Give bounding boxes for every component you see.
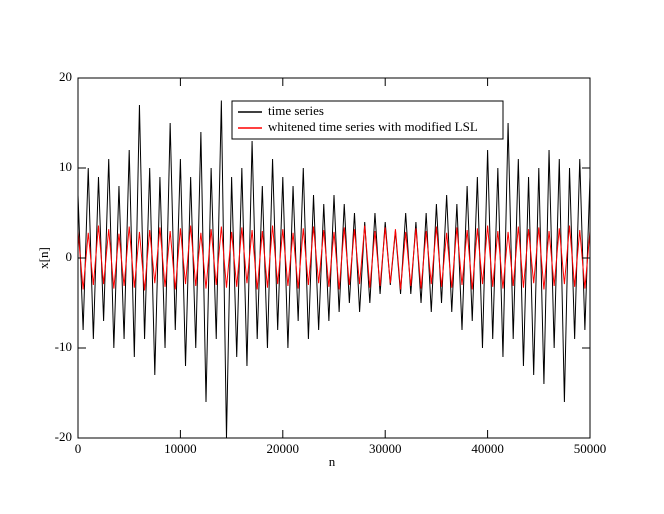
x-tick-label: 40000 xyxy=(471,441,504,456)
legend-box xyxy=(231,100,504,140)
legend-label: whitened time series with modified LSL xyxy=(268,119,478,134)
y-tick-label: -10 xyxy=(55,339,72,354)
y-tick-label: 10 xyxy=(59,159,72,174)
y-tick-label: 0 xyxy=(66,249,73,264)
series-line xyxy=(77,225,591,291)
y-axis-label: x[n] xyxy=(36,247,51,269)
series-line xyxy=(77,100,591,439)
x-tick-label: 20000 xyxy=(267,441,300,456)
x-tick-label: 30000 xyxy=(369,441,402,456)
x-axis-label: n xyxy=(329,454,336,469)
legend-label: time series xyxy=(268,103,324,118)
y-tick-label: -20 xyxy=(55,429,72,444)
y-tick-label: 20 xyxy=(59,69,72,84)
x-tick-label: 10000 xyxy=(164,441,197,456)
x-tick-label: 0 xyxy=(75,441,82,456)
x-tick-label: 50000 xyxy=(574,441,607,456)
